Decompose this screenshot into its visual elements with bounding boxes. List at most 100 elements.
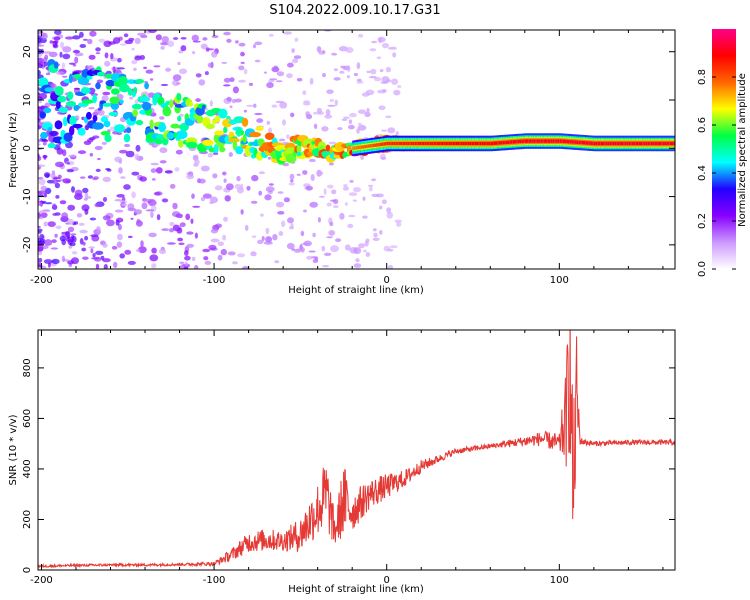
noise-blob	[72, 49, 80, 54]
noise-blob	[357, 109, 367, 114]
noise-blob	[95, 250, 104, 255]
noise-blob	[82, 187, 89, 194]
noise-blob	[97, 157, 101, 161]
noise-blob	[43, 51, 52, 54]
band-segment	[352, 146, 355, 150]
ridge-blob	[223, 126, 228, 134]
noise-blob	[55, 161, 64, 168]
noise-blob	[355, 258, 360, 263]
noise-blob	[348, 119, 353, 124]
noise-blob	[172, 202, 178, 210]
x-tick-label: 0	[384, 575, 390, 586]
ridge-blob	[39, 111, 46, 119]
noise-blob	[302, 90, 307, 96]
ridge-blob	[196, 115, 204, 124]
noise-blob	[261, 236, 265, 241]
ridge-blob	[214, 115, 221, 123]
noise-blob	[65, 36, 74, 40]
noise-blob	[345, 47, 354, 53]
noise-blob	[263, 241, 273, 245]
noise-blob	[42, 209, 51, 212]
noise-blob	[387, 264, 394, 269]
ridge-blob	[242, 133, 247, 143]
noise-blob	[67, 154, 77, 158]
noise-blob	[392, 52, 397, 58]
noise-blob	[183, 266, 189, 269]
noise-blob	[223, 178, 227, 183]
noise-blob	[114, 199, 123, 202]
band-segment	[605, 141, 609, 146]
noise-blob	[268, 127, 272, 134]
ridge-blob	[109, 96, 120, 104]
noise-blob	[145, 209, 155, 212]
noise-blob	[269, 33, 274, 37]
band-segment	[410, 141, 414, 146]
noise-blob	[346, 75, 350, 79]
noise-blob	[265, 227, 270, 235]
band-segment	[590, 141, 593, 145]
noise-blob	[362, 215, 368, 219]
band-segment	[597, 141, 600, 146]
noise-blob	[386, 207, 391, 214]
noise-blob	[365, 89, 375, 96]
noise-blob	[302, 101, 311, 106]
noise-blob	[391, 78, 399, 85]
band-segment	[624, 141, 628, 146]
noise-blob	[387, 127, 396, 134]
band-segment	[481, 141, 484, 146]
band-segment	[459, 141, 462, 146]
band-segment	[353, 146, 357, 150]
noise-blob	[318, 195, 325, 198]
noise-blob	[75, 70, 84, 73]
noise-blob	[272, 234, 278, 241]
noise-blob	[116, 194, 125, 198]
band-segment	[557, 139, 560, 143]
noise-blob	[167, 242, 176, 245]
noise-blob	[51, 239, 57, 244]
noise-blob	[282, 119, 286, 126]
noise-blob	[79, 44, 87, 48]
noise-blob	[54, 30, 62, 35]
noise-blob	[356, 62, 361, 70]
ridge-blob	[149, 119, 154, 130]
noise-blob	[38, 178, 46, 186]
noise-blob	[42, 141, 47, 146]
noise-blob	[378, 105, 386, 111]
noise-blob	[54, 233, 58, 238]
noise-blob	[175, 82, 181, 85]
noise-blob	[96, 79, 104, 84]
colorbar: 0.0 0.2 0.4 0.6 0.8 Normalized spectral ampl…	[697, 29, 748, 277]
noise-blob	[388, 46, 397, 50]
spectrogram-frame	[37, 29, 676, 270]
ridge-blob	[92, 115, 98, 122]
ridge-blob	[325, 144, 331, 152]
noise-blob	[73, 221, 79, 225]
noise-blob	[296, 77, 303, 82]
noise-blob	[41, 32, 48, 40]
band-segment	[519, 139, 522, 144]
noise-blob	[123, 33, 129, 38]
band-segment	[417, 141, 421, 146]
band-segment	[671, 141, 674, 146]
noise-blob	[52, 212, 58, 216]
band-segment	[555, 139, 559, 143]
noise-blob	[264, 194, 272, 201]
noise-blob	[92, 253, 96, 258]
noise-blob	[191, 34, 199, 42]
band-segment	[649, 141, 652, 146]
noise-blob	[106, 219, 115, 227]
ridge-blob	[103, 120, 111, 128]
noise-blob	[396, 221, 402, 227]
noise-blob	[74, 189, 83, 197]
noise-blob	[116, 241, 123, 248]
noise-blob	[97, 109, 105, 116]
ridge-blob	[135, 78, 145, 84]
noise-blob	[128, 235, 133, 239]
band-segment	[452, 141, 455, 146]
ridge-blob	[144, 82, 150, 90]
band-segment	[561, 139, 564, 143]
noise-blob	[217, 241, 224, 246]
noise-blob	[221, 61, 228, 64]
band-segment	[359, 145, 362, 149]
noise-blob	[203, 256, 209, 261]
